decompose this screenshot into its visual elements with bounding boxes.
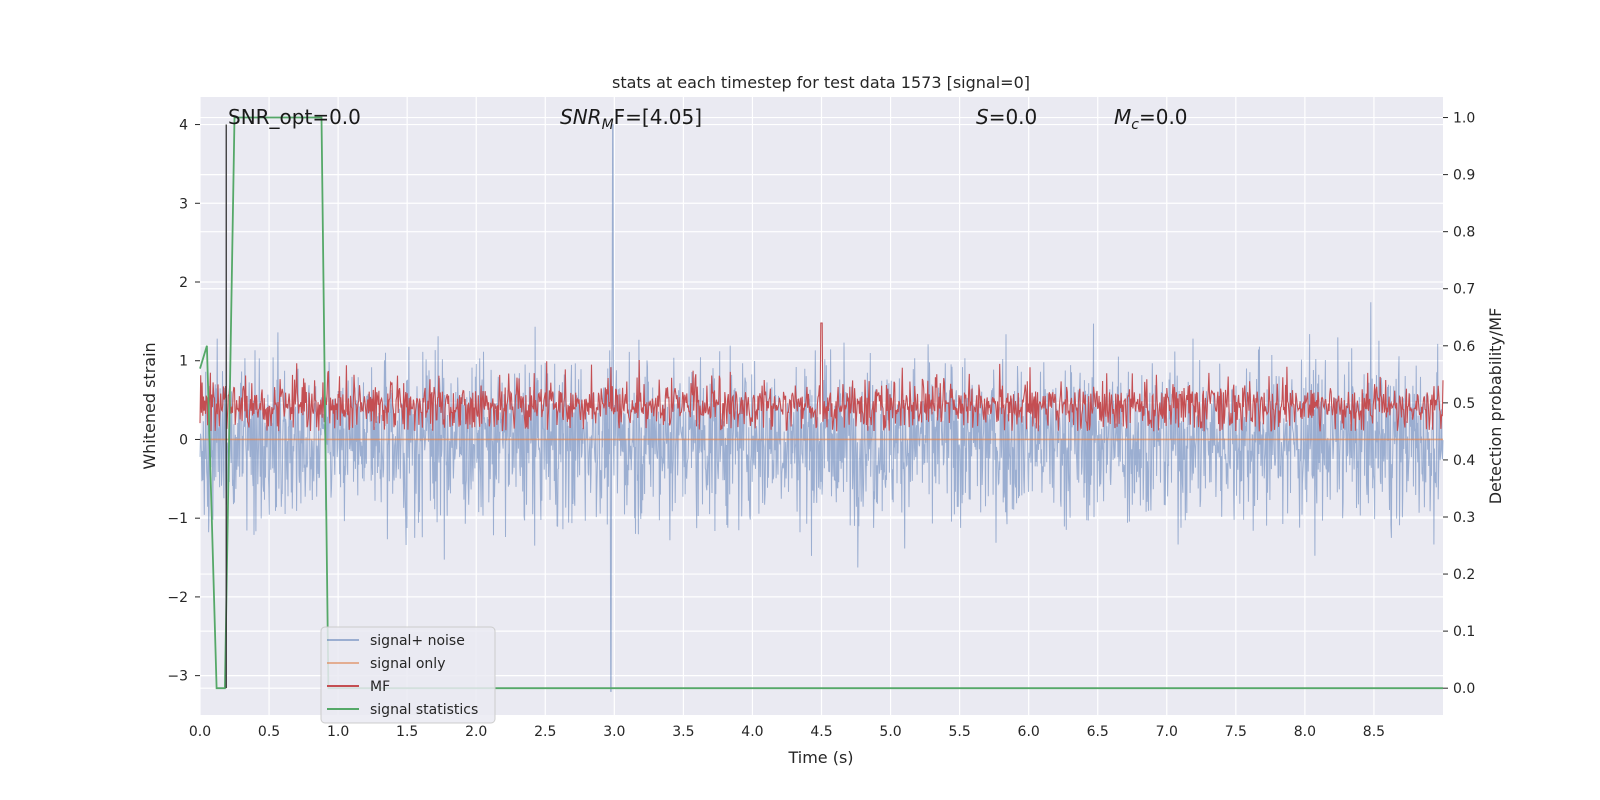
x-tick-label: 7.5: [1225, 724, 1247, 740]
signal-statistics-line: [199, 116, 1443, 690]
grid-lines: [199, 97, 1443, 715]
annotation-mc: Mc=0.0: [1114, 105, 1188, 133]
y-tick-label: 4: [179, 118, 188, 134]
x-tick-label: 3.5: [672, 724, 694, 740]
y2-tick-label: 1.0: [1453, 111, 1475, 127]
legend-label-signal-only: signal only: [370, 656, 445, 672]
y-axis-left-ticks: 4 3 2 1 0 −1 −2 −3: [167, 118, 200, 685]
x-tick-label: 7.0: [1156, 724, 1178, 740]
x-tick-label: 5.5: [948, 724, 970, 740]
x-tick-label: 6.0: [1018, 724, 1040, 740]
series-signal-statistics: [199, 116, 1443, 690]
y2-tick-label: 0.5: [1453, 396, 1475, 412]
annotation-snr-mf: SNRMF=[4.05]: [560, 105, 702, 133]
x-tick-label: 3.0: [603, 724, 625, 740]
annotation-snr-opt: SNR_opt=0.0: [228, 105, 361, 129]
x-tick-label: 8.5: [1363, 724, 1385, 740]
x-tick-label: 4.5: [810, 724, 832, 740]
x-tick-label: 5.0: [879, 724, 901, 740]
legend: signal+ noise signal only MF signal stat…: [320, 626, 496, 724]
legend-label-signal-statistics: signal statistics: [370, 702, 478, 718]
y2-tick-label: 0.3: [1453, 510, 1475, 526]
legend-label-mf: MF: [370, 679, 390, 695]
x-tick-label: 4.0: [741, 724, 763, 740]
y2-tick-label: 0.2: [1453, 567, 1475, 583]
y-tick-label: −1: [167, 511, 188, 527]
chart-title: stats at each timestep for test data 157…: [612, 73, 1030, 92]
y2-tick-label: 0.1: [1453, 624, 1475, 640]
mf-line: [199, 322, 1444, 432]
x-axis-ticks: 0.0 0.5 1.0 1.5 2.0 2.5 3.0 3.5 4.0 4.5 5.0 5.5 6.0 6…: [189, 724, 1385, 740]
x-tick-label: 0.5: [258, 724, 280, 740]
y-tick-label: 0: [179, 432, 188, 448]
x-tick-label: 6.5: [1087, 724, 1109, 740]
y2-tick-label: 0.4: [1453, 453, 1475, 469]
y-tick-label: −2: [167, 590, 188, 606]
y-tick-label: 2: [179, 275, 188, 291]
x-tick-label: 2.5: [534, 724, 556, 740]
y2-tick-label: 0.0: [1453, 681, 1475, 697]
x-tick-label: 0.0: [189, 724, 211, 740]
y2-tick-label: 0.9: [1453, 168, 1475, 184]
legend-box: [320, 626, 496, 724]
x-tick-label: 8.0: [1294, 724, 1316, 740]
x-tick-label: 1.5: [396, 724, 418, 740]
legend-label-signal-noise: signal+ noise: [370, 633, 465, 649]
y-tick-label: −3: [167, 669, 188, 685]
series-mf: [199, 322, 1444, 432]
x-tick-label: 2.0: [465, 724, 487, 740]
x-tick-label: 1.0: [327, 724, 349, 740]
y-axis-right-ticks: 1.0 0.9 0.8 0.7 0.6 0.5 0.4 0.3 0.2 0.1 0.0: [1443, 111, 1475, 697]
y-tick-label: 3: [179, 196, 188, 212]
y2-tick-label: 0.8: [1453, 225, 1475, 241]
y-tick-label: 1: [179, 354, 188, 370]
y2-tick-label: 0.6: [1453, 339, 1475, 355]
annotation-s: S=0.0: [976, 105, 1037, 129]
y2-tick-label: 0.7: [1453, 282, 1475, 298]
y-axis-label-right: Detection probability/MF: [1486, 308, 1505, 505]
y-axis-label-left: Whitened strain: [140, 342, 159, 469]
x-axis-label: Time (s): [787, 748, 853, 767]
